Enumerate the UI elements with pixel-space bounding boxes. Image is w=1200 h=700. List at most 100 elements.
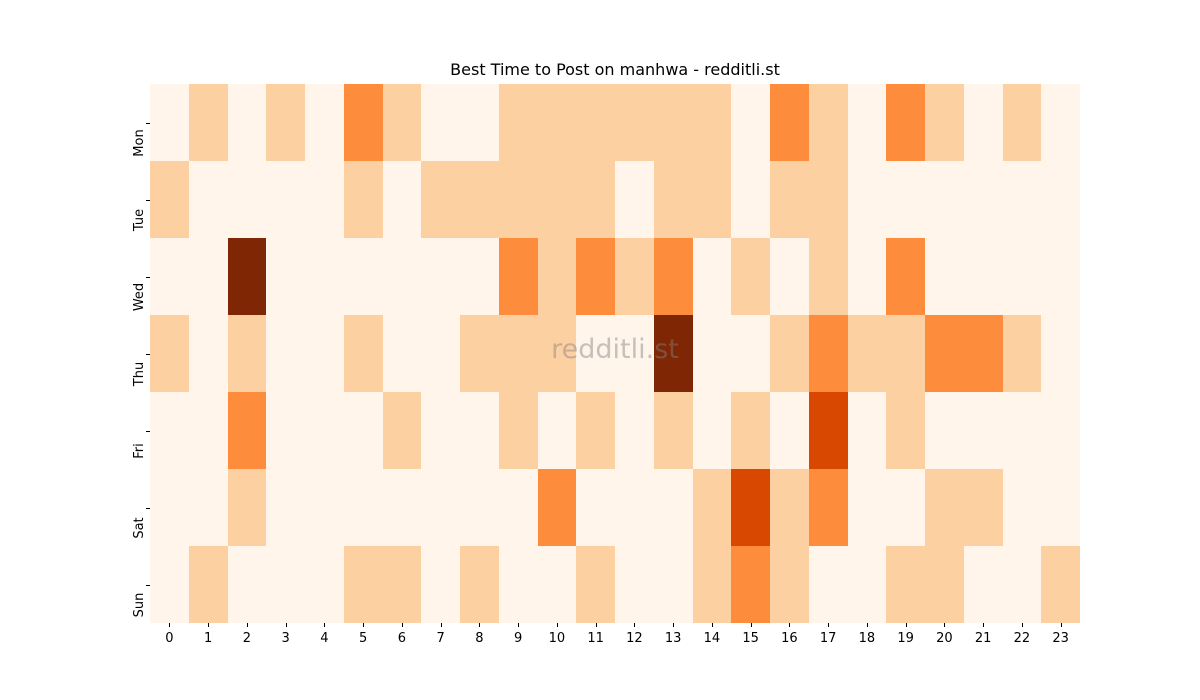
heatmap-cell	[266, 392, 305, 469]
heatmap-cell	[498, 161, 538, 238]
x-tick-label: 14	[703, 631, 721, 646]
heatmap-cell	[653, 315, 693, 392]
x-tick-label: 18	[858, 631, 876, 646]
x-tick-label: 23	[1052, 631, 1069, 646]
heatmap-cell	[266, 546, 305, 623]
heatmap-cell	[1041, 392, 1080, 469]
heatmap-cell	[1002, 238, 1042, 315]
heatmap-cell	[305, 238, 344, 315]
heatmap-cell	[847, 469, 887, 546]
x-tick-mark	[828, 623, 830, 627]
x-tick-label: 12	[626, 631, 643, 646]
heatmap-cell	[382, 546, 422, 623]
x-tick-mark	[905, 623, 907, 627]
heatmap-cell	[692, 84, 732, 161]
heatmap-cell	[537, 469, 577, 546]
y-tick-label: Thu	[132, 361, 147, 386]
heatmap-cell	[421, 469, 460, 546]
heatmap-cell	[925, 238, 964, 315]
heatmap-cell	[150, 392, 189, 469]
heatmap-cell	[150, 238, 189, 315]
heatmap-cell	[615, 315, 654, 392]
heatmap-cell	[227, 161, 267, 238]
heatmap-cell	[731, 238, 770, 315]
heatmap-cell	[615, 546, 654, 623]
heatmap-cell	[343, 84, 383, 161]
heatmap-cell	[886, 84, 925, 161]
heatmap-cell	[731, 546, 770, 623]
heatmap-cell	[692, 469, 732, 546]
heatmap-cell	[925, 546, 964, 623]
heatmap-cell	[615, 161, 654, 238]
heatmap-cell	[421, 238, 460, 315]
x-tick-mark	[673, 623, 675, 627]
heatmap-cell	[227, 84, 267, 161]
heatmap-cell	[343, 161, 383, 238]
x-tick-label: 19	[897, 631, 914, 646]
heatmap-cell	[770, 546, 809, 623]
y-tick-mark	[146, 430, 150, 432]
x-tick-label: 7	[436, 631, 445, 646]
heatmap-cell	[1041, 469, 1080, 546]
heatmap-cell	[653, 84, 693, 161]
heatmap-plot-area: redditli.st	[150, 84, 1080, 623]
heatmap-cell	[963, 238, 1003, 315]
heatmap-cell	[847, 238, 887, 315]
x-tick-label: 8	[475, 631, 484, 646]
heatmap-cell	[150, 84, 189, 161]
heatmap-cell	[692, 546, 732, 623]
chart-title: Best Time to Post on manhwa - redditli.s…	[450, 60, 780, 79]
heatmap-cell	[421, 315, 460, 392]
heatmap-cell	[537, 161, 577, 238]
heatmap-cell	[770, 392, 809, 469]
x-tick-label: 9	[513, 631, 523, 646]
heatmap-cell	[886, 315, 925, 392]
heatmap-cell	[808, 546, 848, 623]
x-tick-label: 22	[1013, 631, 1031, 646]
heatmap-cell	[266, 469, 305, 546]
heatmap-cell	[266, 84, 305, 161]
heatmap-cell	[963, 392, 1003, 469]
heatmap-cell	[266, 161, 305, 238]
x-tick-mark	[285, 623, 287, 627]
x-tick-mark	[246, 623, 248, 627]
heatmap-cell	[421, 392, 460, 469]
x-tick-label: 15	[742, 631, 759, 646]
heatmap-cell	[498, 315, 538, 392]
heatmap-cell	[460, 315, 499, 392]
heatmap-cell	[576, 469, 615, 546]
heatmap-cell	[731, 161, 770, 238]
heatmap-cell	[537, 238, 577, 315]
heatmap-cell	[460, 161, 499, 238]
x-tick-label: 11	[587, 631, 604, 646]
heatmap-cell	[615, 469, 654, 546]
heatmap-cell	[847, 84, 887, 161]
x-tick-mark	[479, 623, 481, 627]
y-tick-label: Tue	[132, 208, 147, 231]
heatmap-cell	[343, 546, 383, 623]
heatmap-cell	[1002, 161, 1042, 238]
x-tick-mark	[324, 623, 326, 627]
heatmap-cell	[886, 469, 925, 546]
x-tick-mark	[750, 623, 752, 627]
heatmap-cell	[305, 315, 344, 392]
heatmap-cell	[227, 469, 267, 546]
heatmap-cell	[770, 161, 809, 238]
heatmap-cell	[731, 469, 770, 546]
heatmap-cell	[808, 238, 848, 315]
heatmap-cell	[421, 161, 460, 238]
x-tick-label: 4	[320, 631, 329, 646]
heatmap-cell	[498, 84, 538, 161]
heatmap-cell	[150, 161, 189, 238]
heatmap-cell	[188, 161, 228, 238]
heatmap-cell	[537, 84, 577, 161]
heatmap-cell	[150, 546, 189, 623]
heatmap-cell	[188, 392, 228, 469]
heatmap-cell	[653, 469, 693, 546]
heatmap-cell	[847, 315, 887, 392]
heatmap-cell	[188, 546, 228, 623]
heatmap-cell	[537, 546, 577, 623]
heatmap-cell	[227, 238, 267, 315]
heatmap-cell	[615, 238, 654, 315]
x-tick-mark	[1021, 623, 1023, 627]
